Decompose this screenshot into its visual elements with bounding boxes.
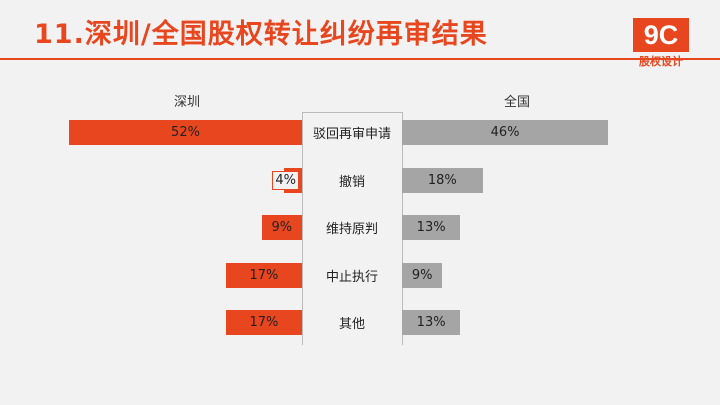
- axis-line-left: [302, 112, 303, 345]
- bar-national: 13%: [402, 310, 461, 335]
- bar-shenzhen: 17%: [225, 310, 302, 335]
- data-label-shenzhen: 17%: [249, 268, 279, 283]
- brand-logo-subtitle: 股权设计: [639, 55, 683, 68]
- bar-national: 46%: [402, 120, 609, 145]
- category-label: 其他: [338, 317, 365, 332]
- data-label-shenzhen: 9%: [271, 220, 293, 235]
- title-divider: [0, 58, 720, 60]
- series-label-national: 全国: [503, 95, 531, 110]
- data-label-national: 9%: [411, 268, 433, 283]
- data-label-shenzhen: 17%: [249, 315, 279, 330]
- data-label-national: 18%: [427, 173, 457, 188]
- data-label-shenzhen: 52%: [171, 125, 200, 140]
- data-label-national: 13%: [416, 220, 446, 235]
- category-column-top-rule: [302, 112, 402, 113]
- data-label-national: 46%: [490, 125, 520, 140]
- brand-logo: 9C: [633, 18, 689, 52]
- category-label: 中止执行: [325, 270, 378, 285]
- bar-national: 9%: [402, 263, 443, 288]
- category-label: 维持原判: [325, 222, 378, 237]
- bar-shenzhen: 52%: [69, 120, 302, 145]
- bar-national: 13%: [402, 215, 461, 240]
- bar-shenzhen: 4%: [272, 168, 302, 193]
- page-title: 11.深圳/全国股权转让纠纷再审结果: [34, 19, 488, 50]
- data-label-shenzhen: 4%: [272, 171, 299, 190]
- category-label: 撤销: [338, 175, 365, 190]
- bar-national: 18%: [402, 168, 483, 193]
- series-label-shenzhen: 深圳: [173, 95, 201, 110]
- bar-shenzhen: 17%: [225, 263, 302, 288]
- category-label: 驳回再审申请: [312, 127, 391, 142]
- data-label-national: 13%: [416, 315, 446, 330]
- bar-shenzhen: 9%: [261, 215, 302, 240]
